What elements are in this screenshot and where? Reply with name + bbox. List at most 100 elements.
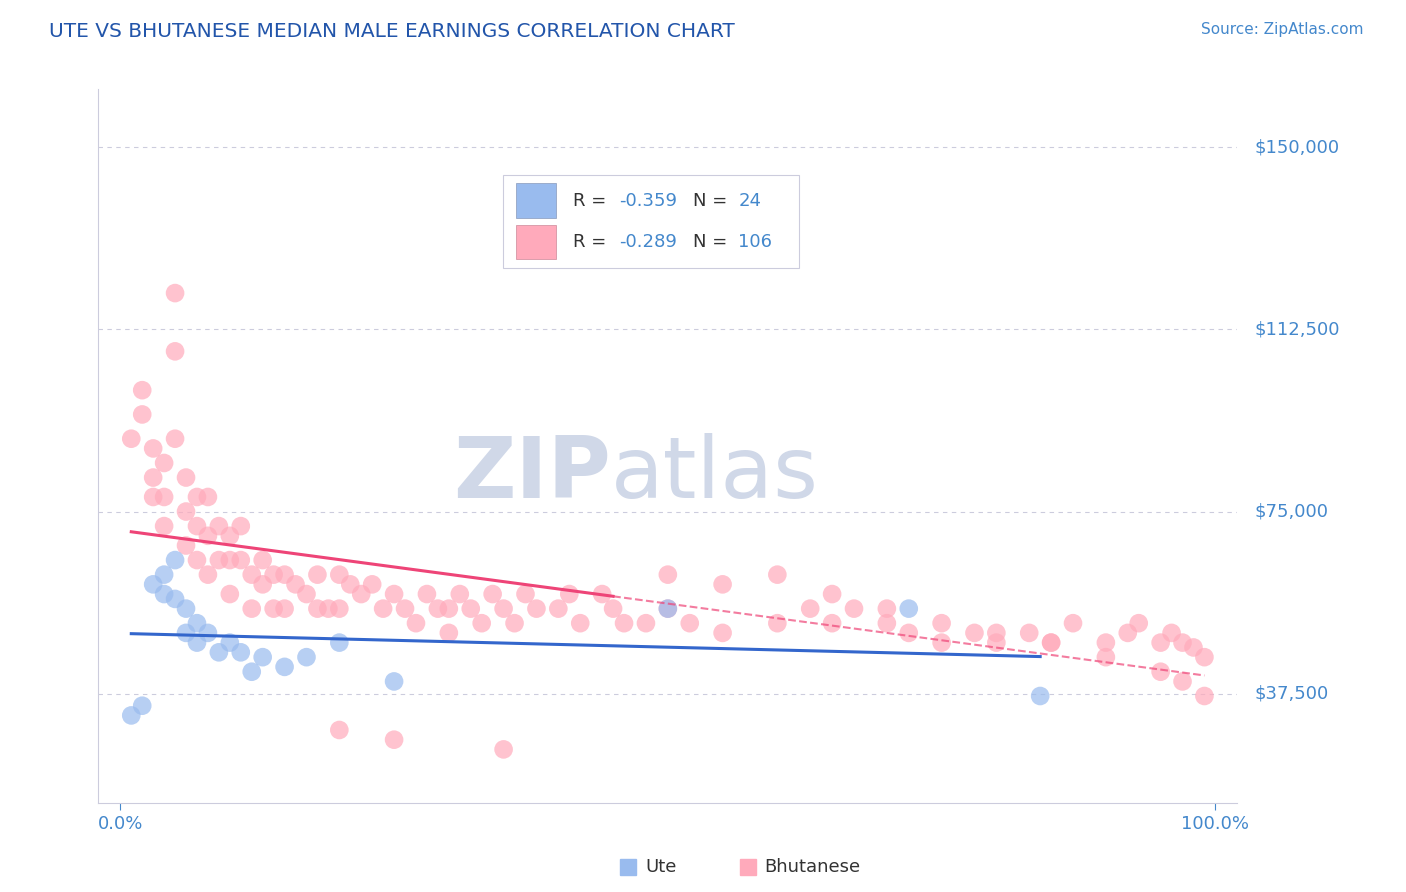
Text: Ute: Ute	[645, 858, 676, 876]
Point	[591, 587, 613, 601]
Point	[876, 601, 898, 615]
Point	[153, 456, 176, 470]
Point	[165, 286, 187, 301]
Point	[328, 601, 350, 615]
Text: $75,000: $75,000	[1254, 502, 1329, 521]
Point	[1149, 665, 1171, 679]
Point	[240, 665, 263, 679]
Point	[897, 626, 920, 640]
Point	[350, 587, 373, 601]
Point	[153, 519, 176, 533]
Point	[229, 519, 252, 533]
Point	[766, 567, 789, 582]
Point	[492, 601, 515, 615]
Point	[931, 616, 953, 631]
Point	[174, 626, 197, 640]
Point	[711, 577, 734, 591]
Point	[657, 601, 679, 615]
Point	[602, 601, 624, 615]
Point	[1194, 650, 1216, 665]
Point	[131, 408, 153, 422]
Point	[208, 645, 231, 659]
Point	[295, 587, 318, 601]
Point	[711, 626, 734, 640]
Point	[361, 577, 384, 591]
Point	[218, 553, 240, 567]
Point	[142, 577, 165, 591]
Point	[876, 616, 898, 631]
Point	[1040, 635, 1063, 649]
Point	[142, 442, 165, 456]
Point	[437, 626, 460, 640]
Point	[1040, 635, 1063, 649]
Text: -0.289: -0.289	[619, 233, 676, 251]
Point	[405, 616, 427, 631]
Point	[218, 529, 240, 543]
Point	[1029, 689, 1052, 703]
Point	[284, 577, 307, 591]
Point	[1149, 635, 1171, 649]
FancyBboxPatch shape	[516, 225, 557, 259]
Point	[318, 601, 340, 615]
Point	[986, 635, 1008, 649]
Point	[1095, 650, 1118, 665]
Point	[492, 742, 515, 756]
Point	[307, 601, 329, 615]
Point	[153, 490, 176, 504]
Point	[394, 601, 416, 615]
Text: N =: N =	[693, 192, 733, 210]
Point	[208, 519, 231, 533]
Point	[1160, 626, 1182, 640]
Point	[437, 601, 460, 615]
Text: ZIP: ZIP	[453, 433, 612, 516]
Point	[657, 601, 679, 615]
Point	[273, 567, 295, 582]
Text: N =: N =	[693, 233, 733, 251]
Point	[766, 616, 789, 631]
Point	[273, 660, 295, 674]
Point	[1194, 689, 1216, 703]
Point	[1116, 626, 1139, 640]
Point	[295, 650, 318, 665]
Point	[842, 601, 865, 615]
Point	[1062, 616, 1084, 631]
Point	[307, 567, 329, 582]
Point	[186, 635, 208, 649]
Point	[1018, 626, 1040, 640]
Point	[142, 470, 165, 484]
Point	[273, 601, 295, 615]
Point	[382, 674, 405, 689]
Point	[931, 635, 953, 649]
Point	[328, 567, 350, 582]
Point	[131, 698, 153, 713]
Point	[263, 601, 285, 615]
Point	[328, 723, 350, 737]
Point	[1128, 616, 1150, 631]
Point	[449, 587, 471, 601]
Point	[657, 567, 679, 582]
Point	[252, 577, 274, 591]
FancyBboxPatch shape	[503, 175, 799, 268]
Text: Source: ZipAtlas.com: Source: ZipAtlas.com	[1201, 22, 1364, 37]
Point	[165, 432, 187, 446]
Point	[197, 529, 219, 543]
Point	[471, 616, 494, 631]
Text: UTE VS BHUTANESE MEDIAN MALE EARNINGS CORRELATION CHART: UTE VS BHUTANESE MEDIAN MALE EARNINGS CO…	[49, 22, 735, 41]
Point	[229, 553, 252, 567]
Text: $150,000: $150,000	[1254, 138, 1340, 156]
Point	[186, 553, 208, 567]
Point	[174, 470, 197, 484]
Point	[1095, 635, 1118, 649]
Point	[426, 601, 449, 615]
Point	[613, 616, 636, 631]
Point	[153, 587, 176, 601]
Text: $37,500: $37,500	[1254, 684, 1329, 703]
Point	[174, 504, 197, 518]
Point	[503, 616, 526, 631]
Point	[218, 587, 240, 601]
Point	[526, 601, 548, 615]
Point	[186, 490, 208, 504]
Text: R =: R =	[574, 192, 613, 210]
Point	[371, 601, 394, 615]
Point	[165, 344, 187, 359]
